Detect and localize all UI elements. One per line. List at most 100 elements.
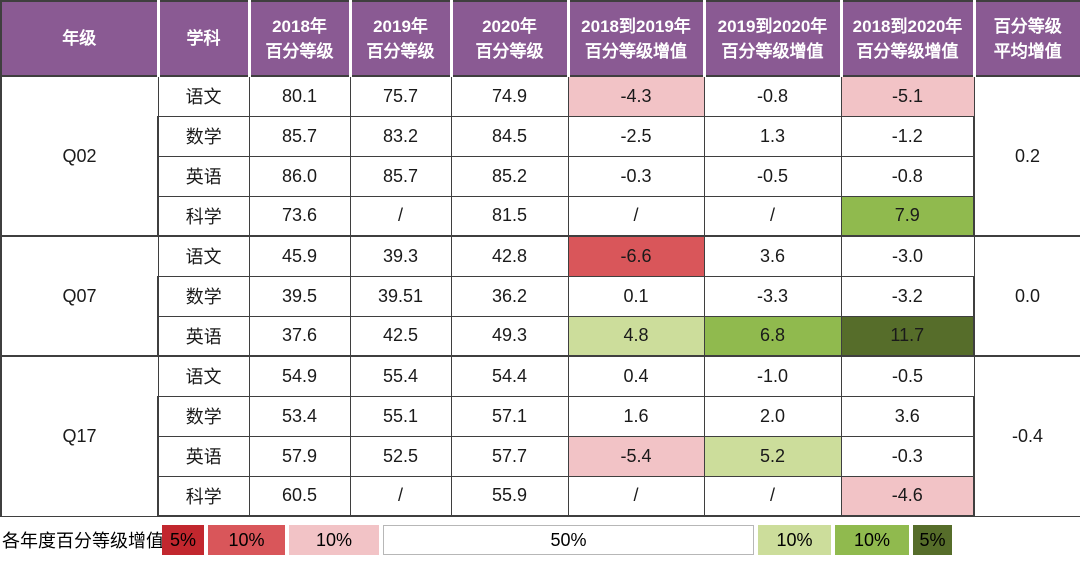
grade-cell: Q02: [0, 75, 159, 237]
value-cell: 84.5: [450, 115, 569, 157]
delta-cell: /: [703, 195, 842, 237]
value-cell: 45.9: [248, 235, 351, 277]
value-cell: 83.2: [349, 115, 452, 157]
delta-cell: -3.2: [840, 275, 975, 317]
average-cell: 0.2: [973, 75, 1080, 237]
delta-cell: -5.4: [567, 435, 705, 477]
delta-cell: -2.5: [567, 115, 705, 157]
header-grade: 年级: [0, 0, 158, 77]
value-cell: 55.1: [349, 395, 452, 437]
header-2018: 2018年 百分等级: [247, 0, 350, 77]
value-cell: 57.1: [450, 395, 569, 437]
delta-cell: -0.8: [703, 75, 842, 117]
value-cell: 73.6: [248, 195, 351, 237]
subject-cell: 语文: [157, 75, 250, 117]
average-cell: 0.0: [973, 235, 1080, 357]
delta-cell: 4.8: [567, 315, 705, 357]
header-row: 年级 学科 2018年 百分等级 2019年 百分等级 2020年 百分等级 2018…: [0, 0, 1080, 77]
value-cell: 86.0: [248, 155, 351, 197]
subject-cell: 语文: [157, 355, 250, 397]
delta-cell: /: [703, 475, 842, 517]
value-cell: 52.5: [349, 435, 452, 477]
subject-cell: 数学: [157, 115, 250, 157]
delta-cell: 5.2: [703, 435, 842, 477]
value-cell: 42.8: [450, 235, 569, 277]
table-row: 数学 39.5 39.51 36.2 0.1 -3.3 -3.2: [1, 275, 1080, 317]
value-cell: 49.3: [450, 315, 569, 357]
subject-cell: 数学: [157, 275, 250, 317]
table-row: 科学 60.5 / 55.9 / / -4.6: [1, 475, 1080, 517]
legend-swatch-light-green: 10%: [758, 525, 831, 555]
value-cell: 36.2: [450, 275, 569, 317]
legend-swatch-pink: 10%: [289, 525, 379, 555]
header-delta-2019-2020: 2019到2020年 百分等级增值: [702, 0, 841, 77]
delta-cell: -0.8: [840, 155, 975, 197]
delta-cell: 1.3: [703, 115, 842, 157]
delta-cell: -0.5: [840, 355, 975, 397]
value-cell: 81.5: [450, 195, 569, 237]
header-2020: 2020年 百分等级: [449, 0, 568, 77]
legend-swatch-red: 10%: [208, 525, 285, 555]
value-cell: 53.4: [248, 395, 351, 437]
delta-cell: -0.3: [567, 155, 705, 197]
delta-cell: -1.0: [703, 355, 842, 397]
subject-cell: 英语: [157, 155, 250, 197]
delta-cell: 11.7: [840, 315, 975, 357]
score-table: 年级 学科 2018年 百分等级 2019年 百分等级 2020年 百分等级 2018…: [0, 0, 1080, 517]
delta-cell: -0.3: [840, 435, 975, 477]
header-delta-2018-2020: 2018到2020年 百分等级增值: [839, 0, 974, 77]
table-row: 英语 37.6 42.5 49.3 4.8 6.8 11.7: [1, 315, 1080, 357]
delta-cell: 2.0: [703, 395, 842, 437]
legend-swatch-white: 50%: [383, 525, 754, 555]
legend-swatch-mid-green: 10%: [835, 525, 909, 555]
legend-swatch-dark-red: 5%: [162, 525, 204, 555]
grade-cell: Q07: [0, 235, 159, 357]
subject-cell: 语文: [157, 235, 250, 277]
legend-swatch-dark-green: 5%: [913, 525, 952, 555]
delta-cell: -6.6: [567, 235, 705, 277]
value-cell: 57.9: [248, 435, 351, 477]
table-row: 英语 57.9 52.5 57.7 -5.4 5.2 -0.3: [1, 435, 1080, 477]
table-row: Q07 语文 45.9 39.3 42.8 -6.6 3.6 -3.0 0.0: [0, 235, 1080, 357]
delta-cell: 7.9: [840, 195, 975, 237]
delta-cell: /: [567, 195, 705, 237]
subject-cell: 英语: [157, 315, 250, 357]
table-row: 英语 86.0 85.7 85.2 -0.3 -0.5 -0.8: [1, 155, 1080, 197]
value-cell: 42.5: [349, 315, 452, 357]
table-row: Q17 语文 54.9 55.4 54.4 0.4 -1.0 -0.5 -0.4: [0, 355, 1080, 517]
delta-cell: -3.0: [840, 235, 975, 277]
value-cell: /: [349, 195, 452, 237]
delta-cell: 0.4: [567, 355, 705, 397]
value-cell: 85.2: [450, 155, 569, 197]
delta-cell: -1.2: [840, 115, 975, 157]
value-cell: 39.3: [349, 235, 452, 277]
value-cell: 39.5: [248, 275, 351, 317]
subject-cell: 数学: [157, 395, 250, 437]
header-delta-2018-2019: 2018到2019年 百分等级增值: [566, 0, 704, 77]
value-cell: /: [349, 475, 452, 517]
header-subject: 学科: [156, 0, 249, 77]
delta-cell: 6.8: [703, 315, 842, 357]
delta-cell: -4.6: [840, 475, 975, 517]
grade-cell: Q17: [0, 355, 159, 517]
color-legend: 各年度百分等级增值 5% 10% 10% 50% 10% 10% 5%: [0, 517, 1080, 563]
value-cell: 85.7: [248, 115, 351, 157]
legend-label: 各年度百分等级增值: [2, 531, 164, 551]
subject-cell: 科学: [157, 475, 250, 517]
delta-cell: /: [567, 475, 705, 517]
delta-cell: 3.6: [703, 235, 842, 277]
table-row: 数学 85.7 83.2 84.5 -2.5 1.3 -1.2: [1, 115, 1080, 157]
value-cell: 75.7: [349, 75, 452, 117]
subject-cell: 英语: [157, 435, 250, 477]
value-cell: 39.51: [349, 275, 452, 317]
value-cell: 57.7: [450, 435, 569, 477]
delta-cell: 3.6: [840, 395, 975, 437]
delta-cell: -4.3: [567, 75, 705, 117]
table-row: Q02 语文 80.1 75.7 74.9 -4.3 -0.8 -5.1 0.2: [0, 75, 1080, 237]
value-cell: 80.1: [248, 75, 351, 117]
table-row: 科学 73.6 / 81.5 / / 7.9: [1, 195, 1080, 237]
delta-cell: -5.1: [840, 75, 975, 117]
subject-cell: 科学: [157, 195, 250, 237]
delta-cell: -3.3: [703, 275, 842, 317]
